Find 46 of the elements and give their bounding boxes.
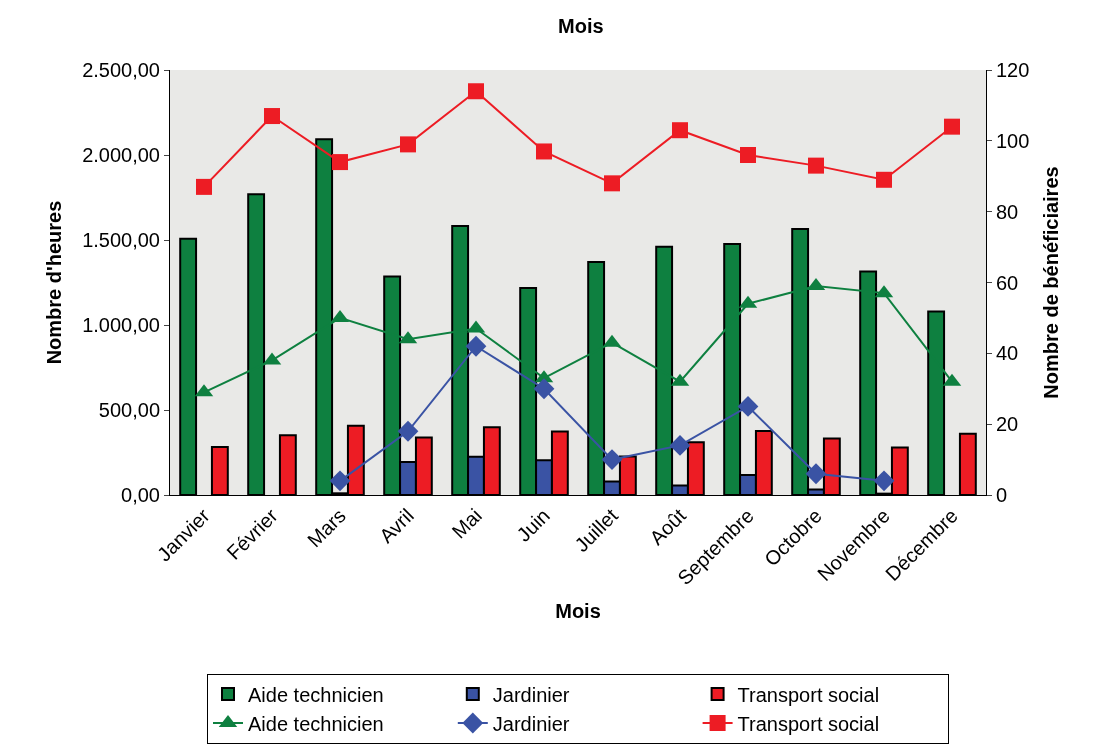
point [397, 420, 419, 442]
y-tick-label: 1.500,00 [82, 229, 160, 251]
x-tick-label: Juin [512, 504, 554, 546]
y-axis-title: Nombre d'heures [42, 200, 65, 365]
y2-tick-label: 120 [996, 59, 1030, 81]
y-tick-label: 0,00 [121, 484, 160, 506]
point [737, 396, 759, 417]
y2-tick-label: 20 [996, 413, 1019, 436]
point [805, 463, 827, 485]
y2-tick-label: 80 [996, 200, 1019, 223]
point [329, 470, 351, 492]
point [533, 378, 555, 400]
point [944, 118, 960, 135]
point [264, 108, 280, 125]
y-tick-label: 2.000,00 [82, 144, 160, 166]
point [672, 122, 688, 139]
y2-tick-label: 0 [996, 484, 1008, 506]
point [468, 83, 484, 100]
y2-tick-label: 40 [996, 342, 1019, 365]
point [873, 470, 895, 492]
legend-label: Transport social [737, 712, 880, 735]
point [400, 136, 416, 153]
legend-label: Jardinier [492, 712, 570, 735]
x-tick-label: Mai [447, 504, 486, 543]
legend-label: Aide technicien [248, 683, 384, 706]
y2-tick-label: 100 [996, 129, 1030, 152]
y-tick-label: 2.500,00 [82, 59, 160, 81]
point [669, 435, 691, 456]
point [601, 449, 623, 470]
point [604, 175, 620, 192]
point [536, 143, 552, 160]
point [465, 335, 487, 357]
point [196, 178, 212, 195]
point [332, 154, 348, 171]
y2-axis-title: Nombre de bénéficiaires [1039, 166, 1062, 399]
legend-label: Aide technicien [248, 712, 384, 735]
chart-title: Mois [558, 14, 604, 37]
point [876, 171, 892, 188]
legend-label: Transport social [737, 683, 880, 706]
y2-tick-label: 60 [996, 271, 1019, 294]
y-tick-label: 1.000,00 [82, 314, 160, 336]
x-axis-title: Mois [555, 599, 601, 622]
point [808, 157, 824, 174]
y-tick-label: 500,00 [98, 399, 160, 421]
legend-label: Jardinier [492, 683, 570, 706]
point [740, 147, 756, 163]
